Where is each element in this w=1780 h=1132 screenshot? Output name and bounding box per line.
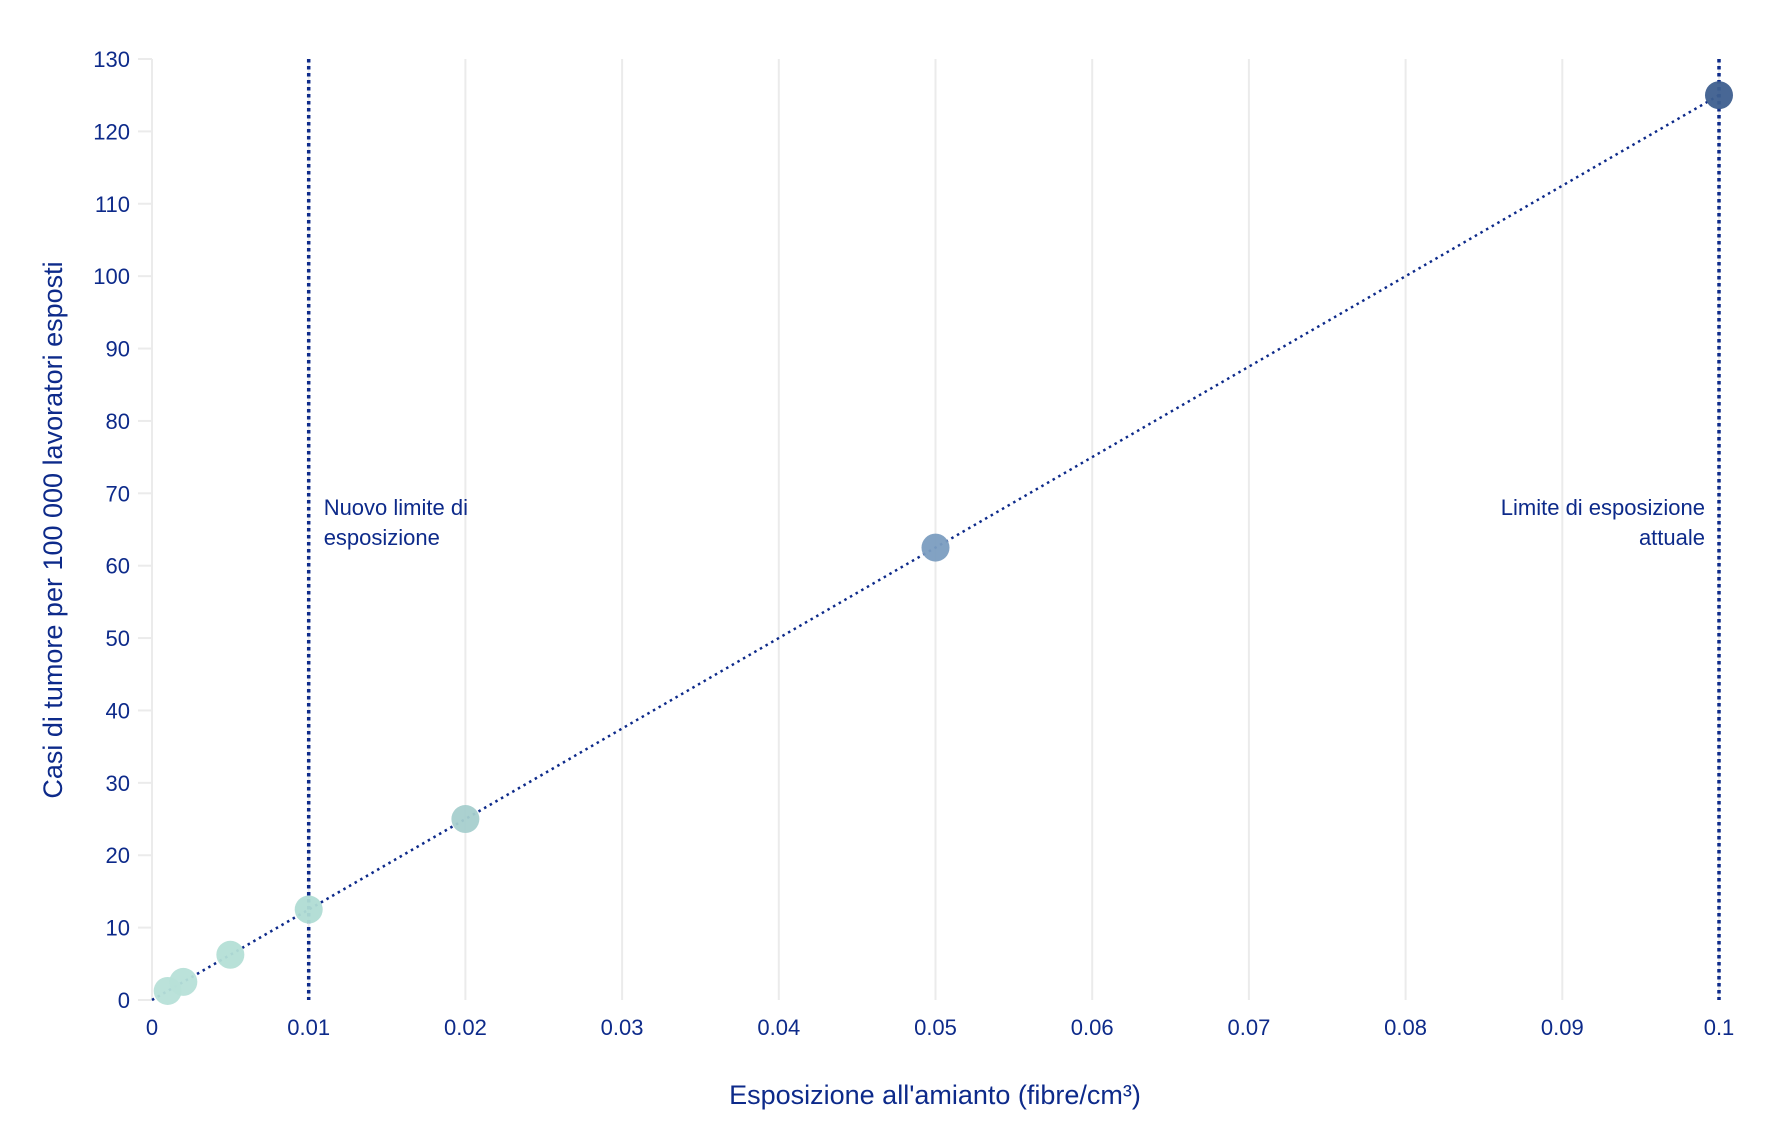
y-tick-label: 10 [106,916,130,941]
x-tick-label: 0.08 [1384,1015,1427,1040]
y-axis-title: Casi di tumore per 100 000 lavoratori es… [38,261,68,798]
data-point [294,895,323,924]
data-point [216,940,245,969]
reference-annotation: Limite di esposizione attuale [1501,495,1705,550]
x-tick-label: 0.06 [1071,1015,1114,1040]
y-tick-label: 70 [106,481,130,506]
data-point [921,533,950,562]
x-tick-label: 0.05 [914,1015,957,1040]
x-tick-label: 0.07 [1227,1015,1270,1040]
y-tick-label: 80 [106,409,130,434]
data-points [153,81,1733,1005]
y-tick-label: 130 [93,47,130,72]
x-tick-label: 0.03 [601,1015,644,1040]
x-tick-label: 0.09 [1541,1015,1584,1040]
x-tick-label: 0 [146,1015,158,1040]
y-tick-label: 20 [106,843,130,868]
y-tick-label: 100 [93,264,130,289]
x-tick-label: 0.1 [1704,1015,1735,1040]
reference-lines [306,59,1721,1000]
y-tick-label: 40 [106,698,130,723]
y-tick-label: 90 [106,337,130,362]
reference-annotation: Nuovo limite di esposizione [324,495,468,550]
y-tick-label: 50 [106,626,130,651]
x-tick-label: 0.04 [757,1015,800,1040]
y-tick-label: 0 [118,988,130,1013]
data-point [1705,81,1733,110]
y-tick-label: 110 [95,192,130,217]
x-tick-label: 0.01 [287,1015,330,1040]
y-tick-label: 60 [106,554,130,579]
x-tick-label: 0.02 [444,1015,487,1040]
x-axis-ticks: 0 0.01 0.02 0.03 0.04 0.05 0.06 0.07 0.08 0.09 0.1 [146,1015,1734,1040]
y-tick-label: 120 [93,119,130,144]
x-axis-title: Esposizione all'amianto (fibre/cm³) [729,1080,1141,1110]
data-point [169,967,198,996]
y-tick-label: 30 [106,771,130,796]
reference-annotations: Nuovo limite di esposizione Limite di espo… [324,495,1705,550]
data-point [451,805,480,834]
y-axis-ticks: 0 10 20 30 40 50 60 70 80 90 100 110 120 130 [93,47,130,1013]
